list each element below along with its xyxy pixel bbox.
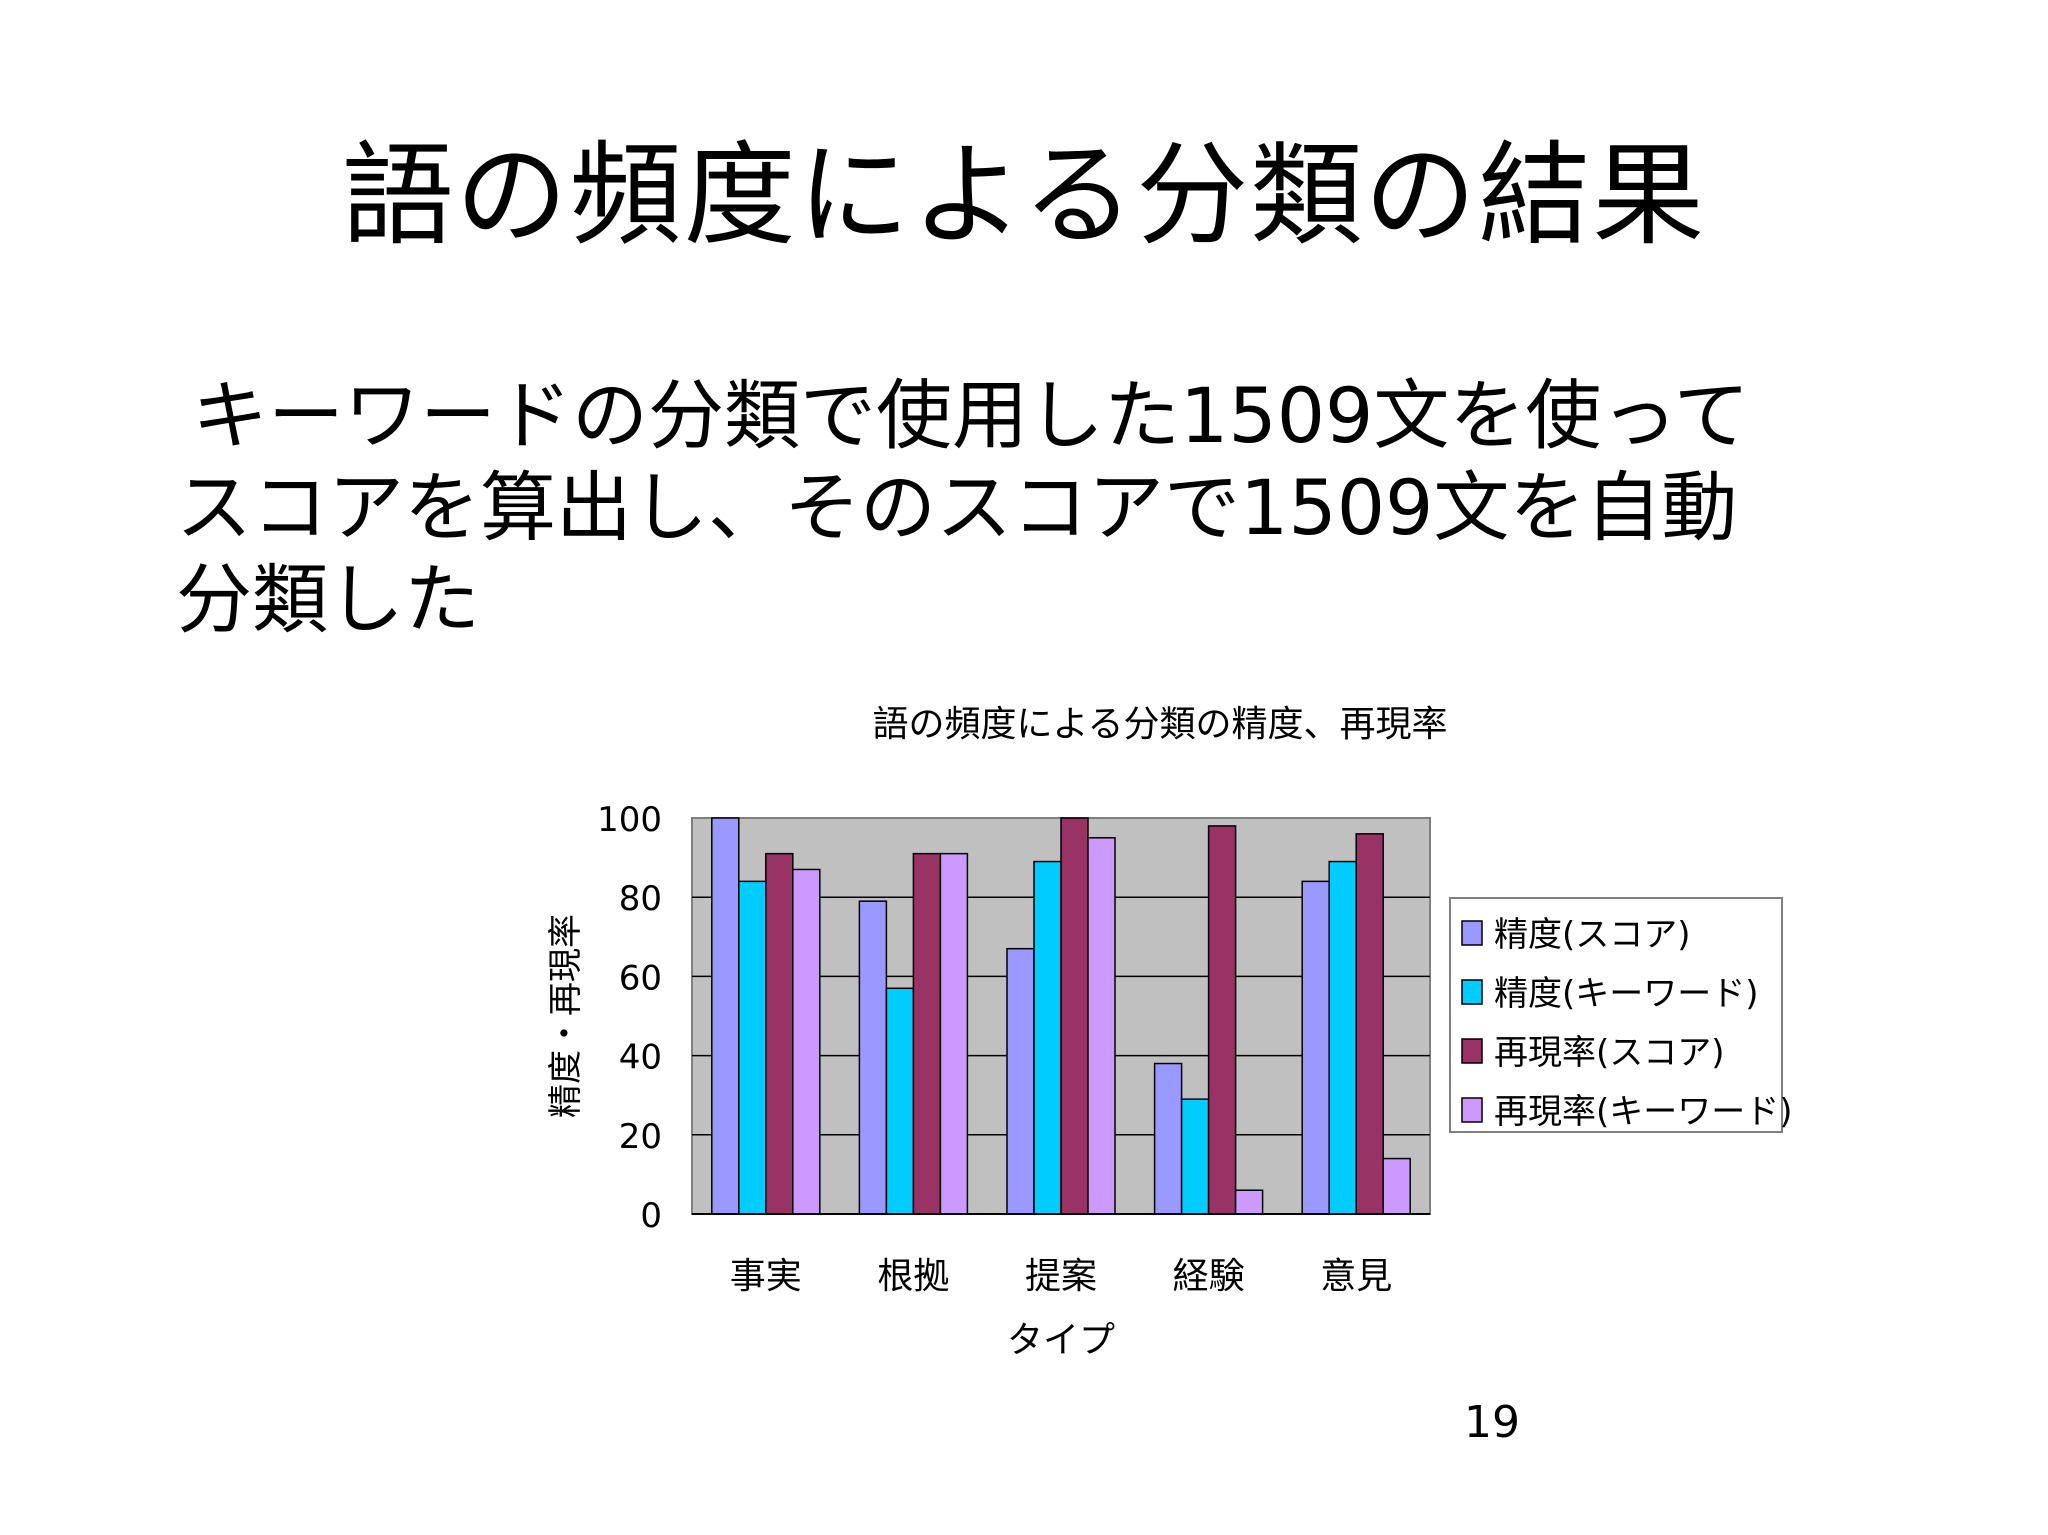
body-line-1: キーワードの分類で使用した1509文を使って [192, 371, 1750, 460]
bar-3-意見 [1355, 833, 1384, 1215]
slide-body-text: キーワードの分類で使用した1509文を使って スコアを算出し、そのスコアで150… [176, 370, 1876, 646]
legend-label: 精度(スコア) [1494, 915, 1691, 955]
y-axis-label: 精度・再現率 [546, 914, 586, 1118]
legend: 精度(スコア) 精度(キーワード) 再現率(スコア) 再現率(キーワード) [1449, 897, 1793, 1133]
bar-4-事実 [792, 868, 821, 1215]
bar-4-提案 [1087, 837, 1116, 1215]
y-tick-label: 60 [619, 958, 662, 998]
legend-label: 精度(キーワード) [1494, 974, 1759, 1014]
bar-2-提案 [1033, 860, 1062, 1215]
y-tick-label: 80 [619, 879, 662, 919]
y-tick-labels: 0 20 40 60 80 100 [597, 800, 662, 1236]
x-tick-label: 経験 [1173, 1256, 1245, 1297]
bar-3-事実 [765, 852, 794, 1215]
bar-1-意見 [1301, 880, 1330, 1215]
slide-title: 語の頻度による分類の結果 [341, 131, 1707, 261]
x-tick-label: 意見 [1320, 1256, 1392, 1297]
bar-2-経験 [1180, 1098, 1210, 1215]
bar-3-根拠 [912, 852, 942, 1215]
body-line-2: スコアを算出し、そのスコアで1509文を自動 [176, 463, 1738, 552]
y-tick-label: 0 [640, 1196, 662, 1236]
legend-swatch [1461, 920, 1483, 946]
bar-1-根拠 [858, 900, 888, 1215]
page-number: 19 [1464, 1397, 1520, 1448]
x-tick-labels: 事実 根拠 提案 経験 意見 [730, 1256, 1392, 1297]
bar-4-経験 [1234, 1189, 1264, 1215]
y-tick-label: 100 [597, 800, 662, 840]
y-tick-label: 20 [619, 1117, 662, 1157]
legend-label: 再現率(キーワード) [1494, 1092, 1793, 1132]
legend-swatch [1461, 1038, 1483, 1064]
bar-1-事実 [711, 817, 740, 1215]
bar-3-経験 [1207, 825, 1237, 1215]
legend-swatch [1461, 979, 1483, 1005]
bars-group [711, 817, 1411, 1215]
x-tick-label: 事実 [730, 1256, 802, 1297]
bar-1-経験 [1153, 1062, 1183, 1215]
x-tick-label: 根拠 [877, 1256, 949, 1297]
bar-2-意見 [1328, 860, 1357, 1215]
bar-3-提案 [1060, 817, 1089, 1215]
legend-box [1449, 897, 1783, 1133]
bar-4-根拠 [939, 852, 969, 1215]
legend-swatch [1461, 1097, 1483, 1123]
bar-2-根拠 [885, 987, 915, 1215]
x-axis-label: タイプ [1007, 1320, 1115, 1361]
bar-2-事実 [738, 880, 767, 1215]
legend-label: 再現率(スコア) [1494, 1033, 1725, 1073]
y-tick-label: 40 [619, 1038, 662, 1078]
bar-1-提案 [1006, 947, 1035, 1215]
bar-4-意見 [1382, 1157, 1411, 1215]
x-tick-label: 提案 [1025, 1256, 1097, 1297]
chart-title: 語の頻度による分類の精度、再現率 [873, 704, 1448, 745]
body-line-3: 分類した [176, 555, 480, 644]
